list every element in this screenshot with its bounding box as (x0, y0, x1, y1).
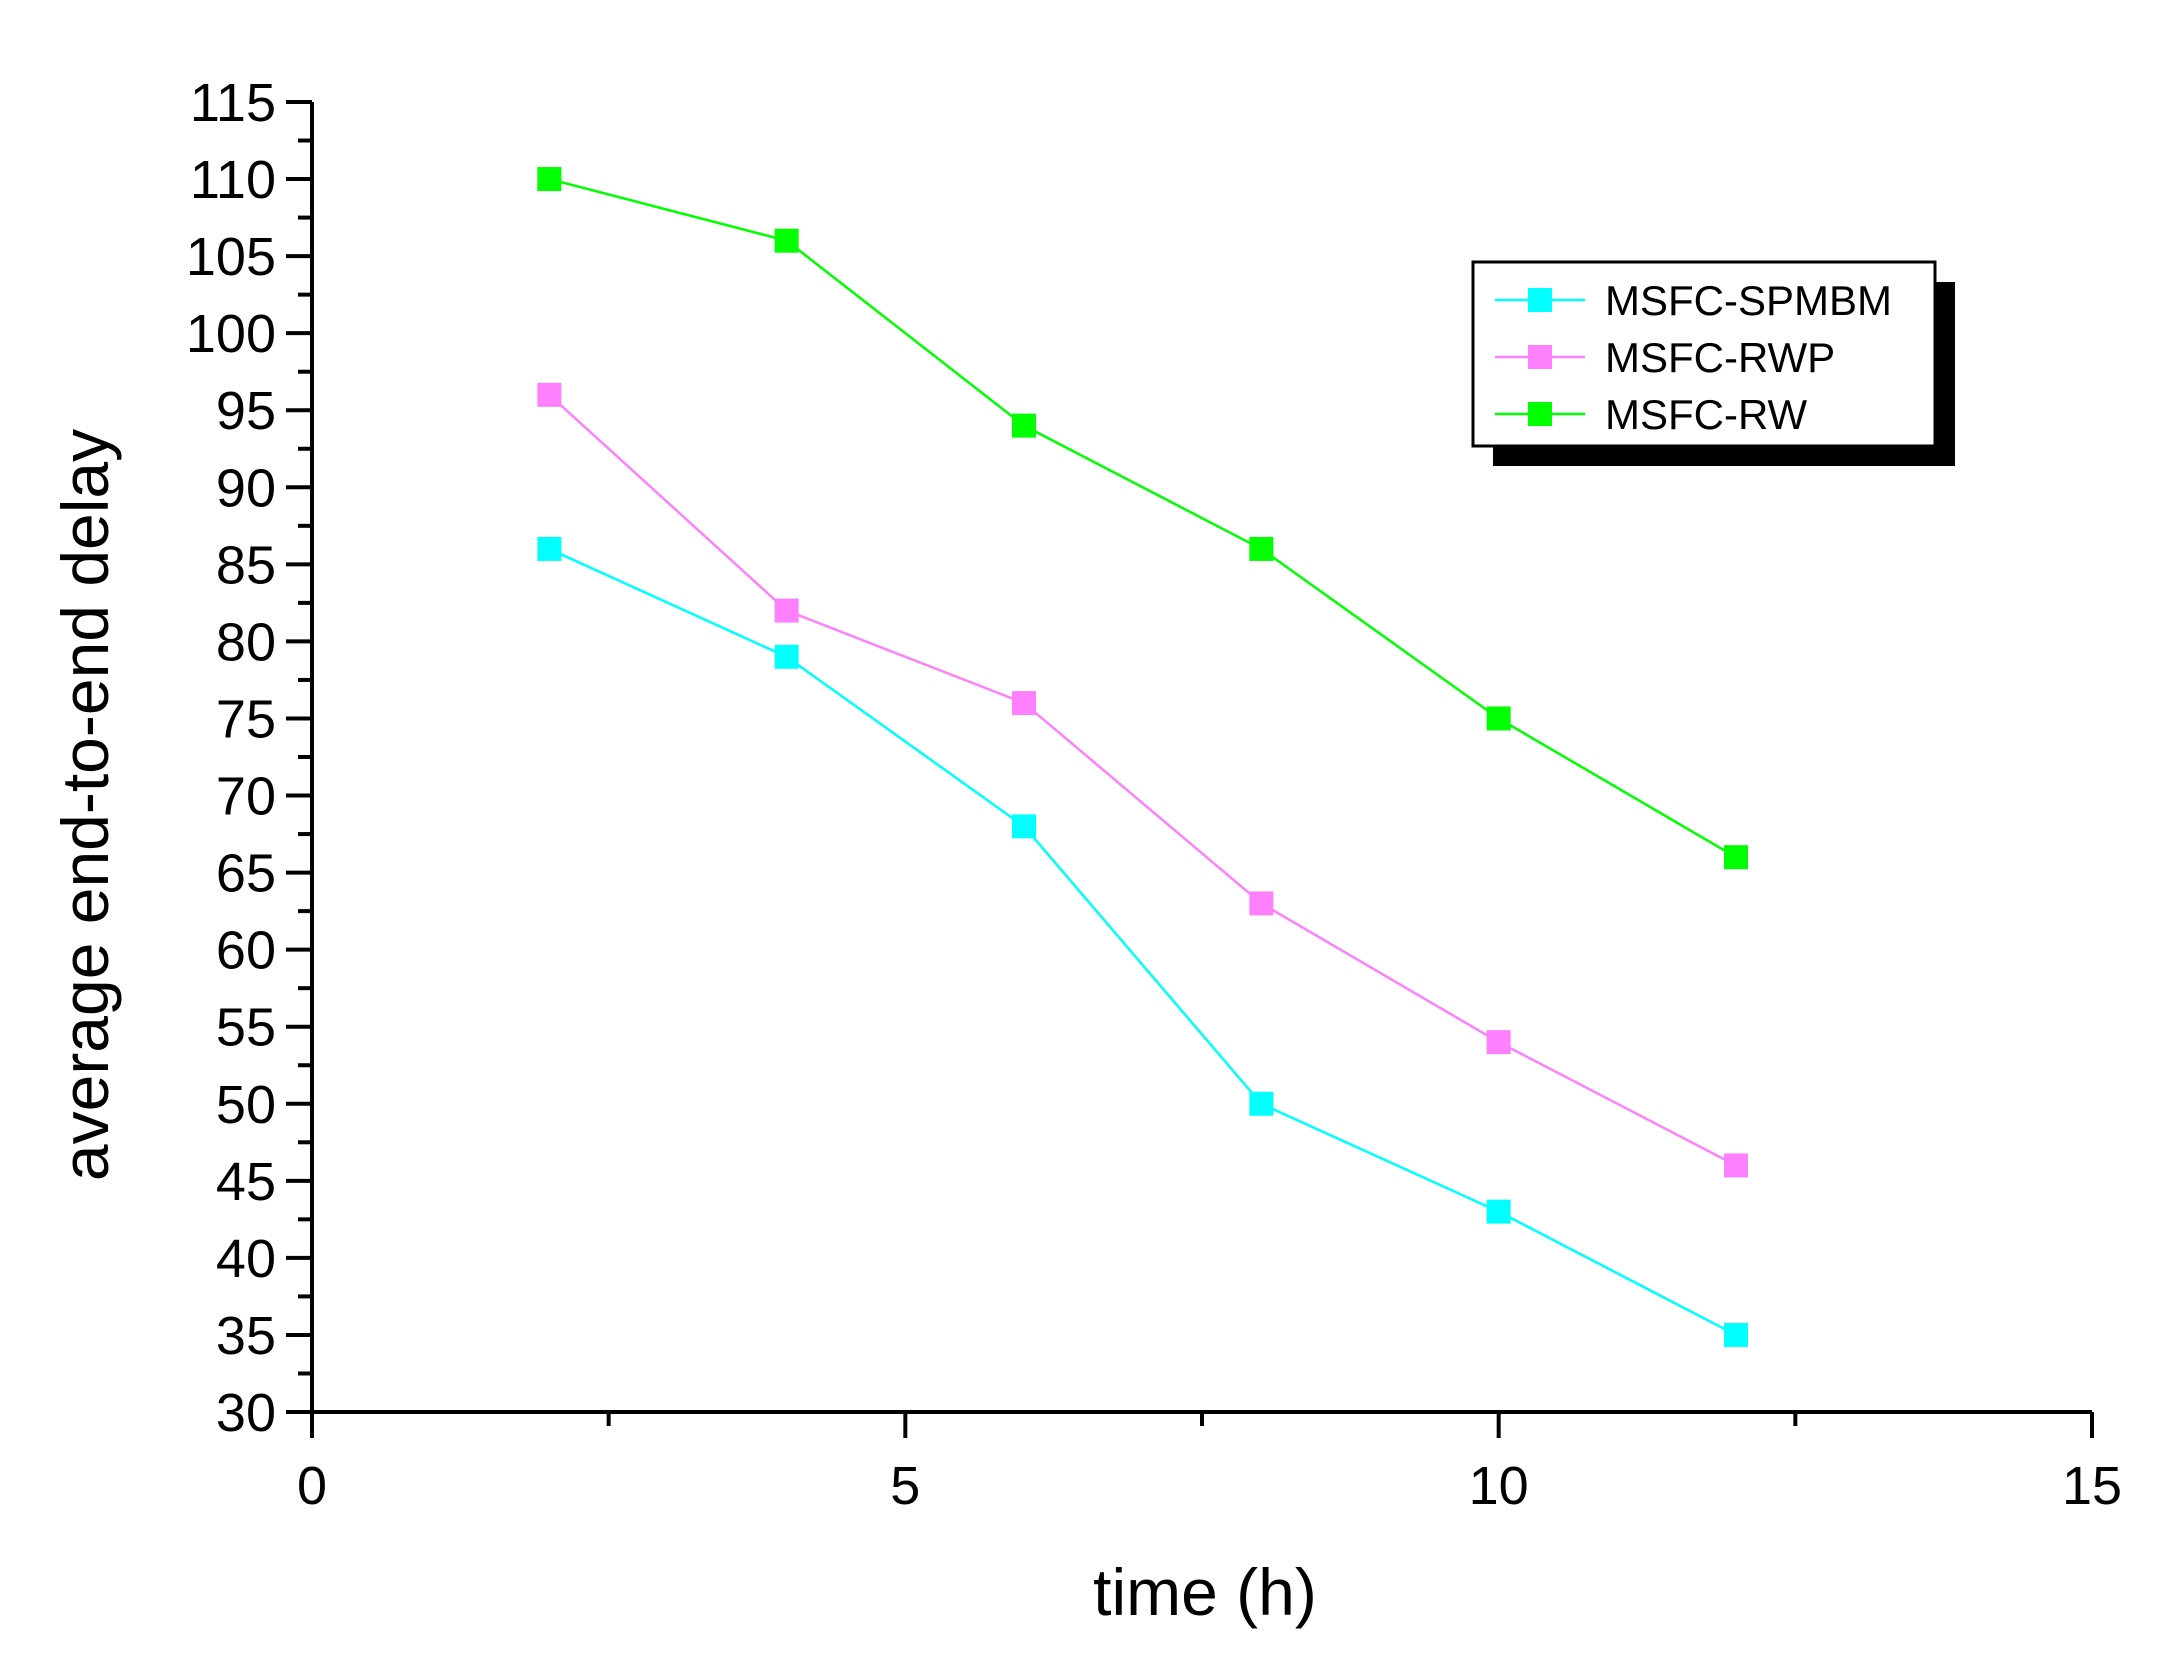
data-point (1249, 536, 1274, 561)
data-point (1012, 814, 1036, 839)
x-tick-label: 0 (297, 1456, 327, 1516)
legend-marker (1528, 345, 1552, 369)
y-tick-label: 55 (216, 998, 276, 1058)
data-point (1724, 845, 1748, 870)
series-msfc-rw (537, 167, 1748, 870)
legend-marker (1528, 288, 1552, 312)
y-tick-label: 115 (190, 73, 276, 133)
legend-label: MSFC-SPMBM (1605, 277, 1892, 324)
legend-item: MSFC-RW (1495, 391, 1808, 438)
data-point (774, 228, 799, 253)
data-point (1724, 1322, 1748, 1347)
y-tick-label: 45 (216, 1152, 276, 1212)
y-tick-label: 85 (216, 535, 276, 595)
y-tick-label: 60 (216, 921, 276, 981)
legend-item: MSFC-SPMBM (1495, 277, 1892, 324)
data-point (537, 536, 562, 561)
y-tick-label: 80 (216, 612, 276, 672)
series-line (549, 177, 1737, 859)
data-point (1012, 413, 1036, 438)
x-tick-label: 15 (2062, 1456, 2122, 1516)
legend-item: MSFC-RWP (1495, 334, 1835, 381)
y-tick-label: 110 (190, 150, 276, 210)
data-point (1486, 1199, 1511, 1224)
y-tick-label: 75 (216, 689, 276, 749)
legend-label: MSFC-RW (1605, 391, 1808, 438)
y-tick-label: 50 (216, 1075, 276, 1135)
data-point (537, 167, 562, 192)
data-point (537, 382, 562, 407)
y-tick-label: 70 (216, 767, 276, 827)
x-tick-label: 10 (1469, 1456, 1529, 1516)
series-msfc-spmbm (537, 536, 1748, 1347)
legend: MSFC-SPMBM MSFC-RWP MSFC-RW (1471, 260, 1955, 466)
y-tick-label: 95 (216, 381, 276, 441)
y-tick-label: 30 (216, 1383, 276, 1443)
axes: 3035404550556065707580859095100105110115… (186, 73, 2122, 1516)
series-msfc-rwp (537, 382, 1748, 1178)
y-tick-label: 90 (216, 458, 276, 518)
legend-label: MSFC-RWP (1605, 334, 1835, 381)
legend-marker (1528, 402, 1552, 426)
data-point (774, 644, 799, 669)
data-point (1249, 1091, 1274, 1116)
data-point (774, 598, 799, 623)
series-line (548, 393, 1737, 1167)
series-line (548, 547, 1737, 1337)
data-point (1012, 691, 1036, 716)
y-tick-label: 35 (216, 1306, 276, 1366)
data-point (1724, 1153, 1748, 1178)
y-tick-label: 105 (186, 227, 276, 287)
data-point (1249, 891, 1274, 916)
x-axis-title: time (h) (1093, 1555, 1317, 1629)
y-tick-label: 40 (216, 1229, 276, 1289)
y-axis-title: average end-to-end delay (48, 429, 122, 1181)
y-tick-label: 65 (216, 844, 276, 904)
data-point (1486, 706, 1511, 731)
x-tick-label: 5 (890, 1456, 920, 1516)
y-tick-label: 100 (186, 304, 276, 364)
series-layer (537, 167, 1748, 1347)
data-point (1486, 1030, 1511, 1055)
